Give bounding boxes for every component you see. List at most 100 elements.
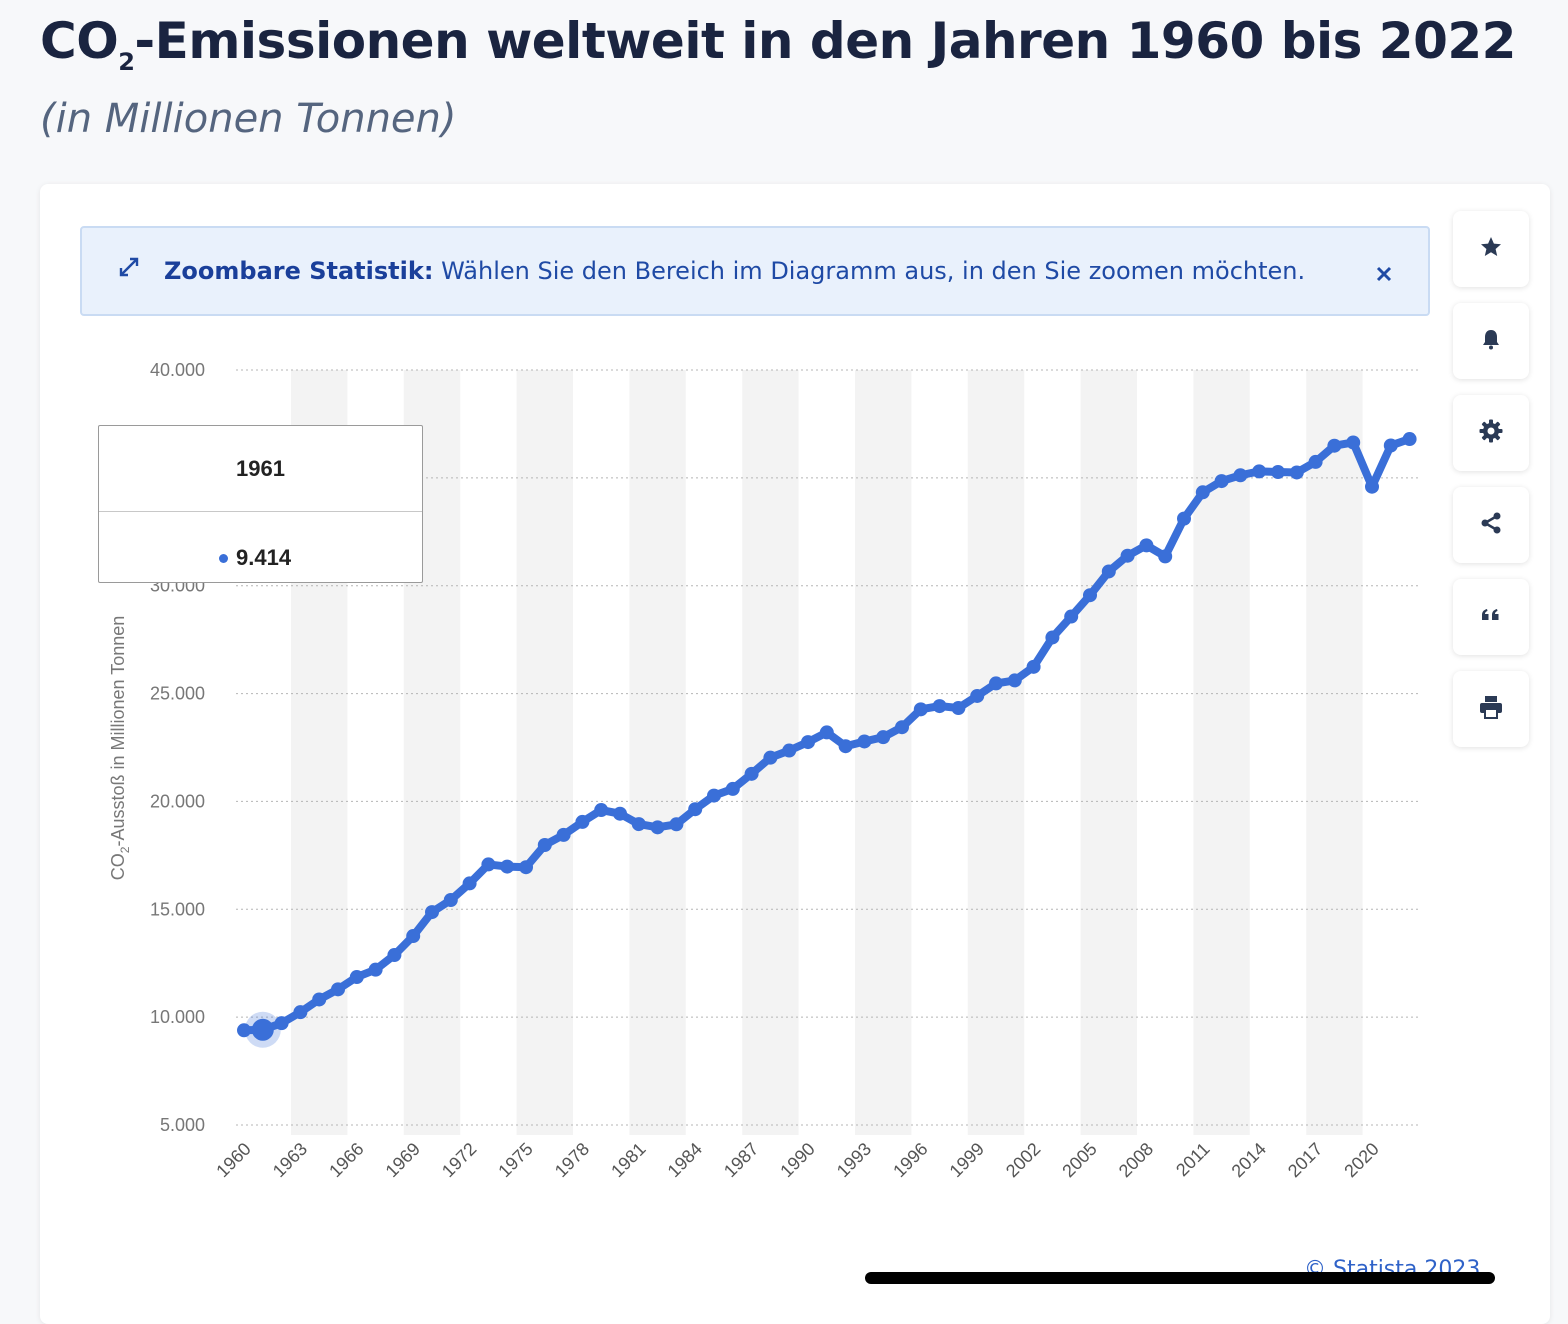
data-point[interactable] xyxy=(481,857,496,872)
favorite-button[interactable] xyxy=(1453,211,1529,287)
x-tick-label: 2011 xyxy=(1172,1139,1214,1181)
data-point[interactable] xyxy=(1252,464,1267,479)
x-tick-label: 1987 xyxy=(720,1139,762,1181)
data-point[interactable] xyxy=(1402,432,1417,447)
data-point[interactable] xyxy=(989,676,1003,691)
data-point[interactable] xyxy=(312,992,327,1007)
data-point[interactable] xyxy=(1271,465,1285,480)
y-tick-label: 15.000 xyxy=(150,899,205,919)
data-point[interactable] xyxy=(1083,588,1097,603)
data-point[interactable] xyxy=(1045,630,1060,645)
data-point[interactable] xyxy=(801,735,815,750)
data-point[interactable] xyxy=(613,806,627,821)
y-axis-label: CO2-Ausstoß in Millionen Tonnen xyxy=(108,616,132,880)
data-point[interactable] xyxy=(1177,511,1191,526)
x-tick-label: 1966 xyxy=(325,1139,367,1181)
data-point[interactable] xyxy=(970,688,985,703)
data-point[interactable] xyxy=(876,730,891,745)
x-tick-label: 2020 xyxy=(1340,1139,1382,1181)
data-point[interactable] xyxy=(556,827,571,842)
tooltip: 1961 9.414 xyxy=(98,425,423,583)
x-tick-label: 2002 xyxy=(1002,1139,1044,1181)
x-tick-label: 1996 xyxy=(889,1139,931,1181)
banner-text: Zoombare Statistik: Wählen Sie den Berei… xyxy=(164,257,1305,285)
data-point[interactable] xyxy=(1365,479,1379,494)
data-point[interactable] xyxy=(1308,454,1323,469)
data-point[interactable] xyxy=(1026,659,1041,674)
data-point[interactable] xyxy=(763,750,778,765)
data-point[interactable] xyxy=(688,802,703,817)
x-tick-label: 1999 xyxy=(946,1139,988,1181)
x-tick-label: 1975 xyxy=(494,1139,536,1181)
data-point[interactable] xyxy=(669,817,684,832)
settings-button[interactable] xyxy=(1453,395,1529,471)
x-tick-label: 2005 xyxy=(1058,1139,1100,1181)
data-point[interactable] xyxy=(857,734,872,749)
background-band xyxy=(629,370,686,1135)
x-tick-label: 1972 xyxy=(438,1139,480,1181)
x-tick-label: 1963 xyxy=(269,1139,311,1181)
x-tick-label: 1969 xyxy=(382,1139,424,1181)
data-point[interactable] xyxy=(1214,474,1229,489)
data-point[interactable] xyxy=(744,766,759,781)
page-subtitle: (in Millionen Tonnen) xyxy=(40,96,457,142)
data-point[interactable] xyxy=(293,1005,308,1020)
data-point[interactable] xyxy=(1289,465,1304,480)
data-point[interactable] xyxy=(406,929,421,944)
data-point[interactable] xyxy=(237,1023,251,1038)
data-point[interactable] xyxy=(331,982,345,997)
print-button[interactable] xyxy=(1453,671,1529,747)
x-tick-label: 2008 xyxy=(1115,1139,1157,1181)
data-point[interactable] xyxy=(537,838,552,853)
y-tick-label: 25.000 xyxy=(150,684,205,704)
page-title: CO2-Emissionen weltweit in den Jahren 19… xyxy=(40,12,1516,76)
data-point[interactable] xyxy=(1383,438,1398,453)
data-point[interactable] xyxy=(443,893,458,908)
share-button[interactable] xyxy=(1453,487,1529,563)
data-point[interactable] xyxy=(594,803,609,818)
cite-button[interactable] xyxy=(1453,579,1529,655)
data-point[interactable] xyxy=(274,1016,289,1031)
data-point[interactable] xyxy=(631,817,646,832)
data-point[interactable] xyxy=(1158,549,1173,564)
data-point[interactable] xyxy=(1101,564,1116,579)
data-point[interactable] xyxy=(650,820,665,835)
data-point[interactable] xyxy=(913,702,928,717)
data-point[interactable] xyxy=(1139,538,1154,553)
data-point[interactable] xyxy=(1327,438,1342,453)
close-icon[interactable] xyxy=(1376,260,1392,288)
data-point[interactable] xyxy=(707,788,721,803)
banner-title: Zoombare Statistik: xyxy=(164,257,434,285)
data-point[interactable] xyxy=(1120,548,1135,563)
star-icon xyxy=(1479,235,1503,263)
data-point-highlighted[interactable] xyxy=(251,1018,274,1041)
data-point[interactable] xyxy=(1064,609,1079,624)
data-point[interactable] xyxy=(368,962,383,977)
data-point[interactable] xyxy=(425,905,439,920)
data-point[interactable] xyxy=(349,970,364,985)
data-point[interactable] xyxy=(782,743,797,758)
bell-icon xyxy=(1479,327,1503,355)
notification-button[interactable] xyxy=(1453,303,1529,379)
data-point[interactable] xyxy=(725,781,740,796)
data-point[interactable] xyxy=(932,699,947,714)
data-point[interactable] xyxy=(387,948,402,963)
data-point[interactable] xyxy=(500,859,515,874)
printer-icon xyxy=(1478,694,1504,724)
data-point[interactable] xyxy=(1346,435,1361,450)
data-point[interactable] xyxy=(895,720,909,735)
data-point[interactable] xyxy=(1007,673,1022,688)
data-point[interactable] xyxy=(1233,468,1248,483)
expand-arrows-icon xyxy=(118,256,140,284)
data-point[interactable] xyxy=(838,739,853,754)
data-point[interactable] xyxy=(462,876,477,891)
tooltip-marker xyxy=(219,553,228,563)
x-tick-label: 1990 xyxy=(776,1139,818,1181)
data-point[interactable] xyxy=(575,814,590,829)
data-point[interactable] xyxy=(519,860,533,875)
data-point[interactable] xyxy=(819,725,834,740)
data-point[interactable] xyxy=(951,701,966,716)
data-point[interactable] xyxy=(1195,485,1210,500)
x-tick-label: 1981 xyxy=(607,1139,649,1181)
